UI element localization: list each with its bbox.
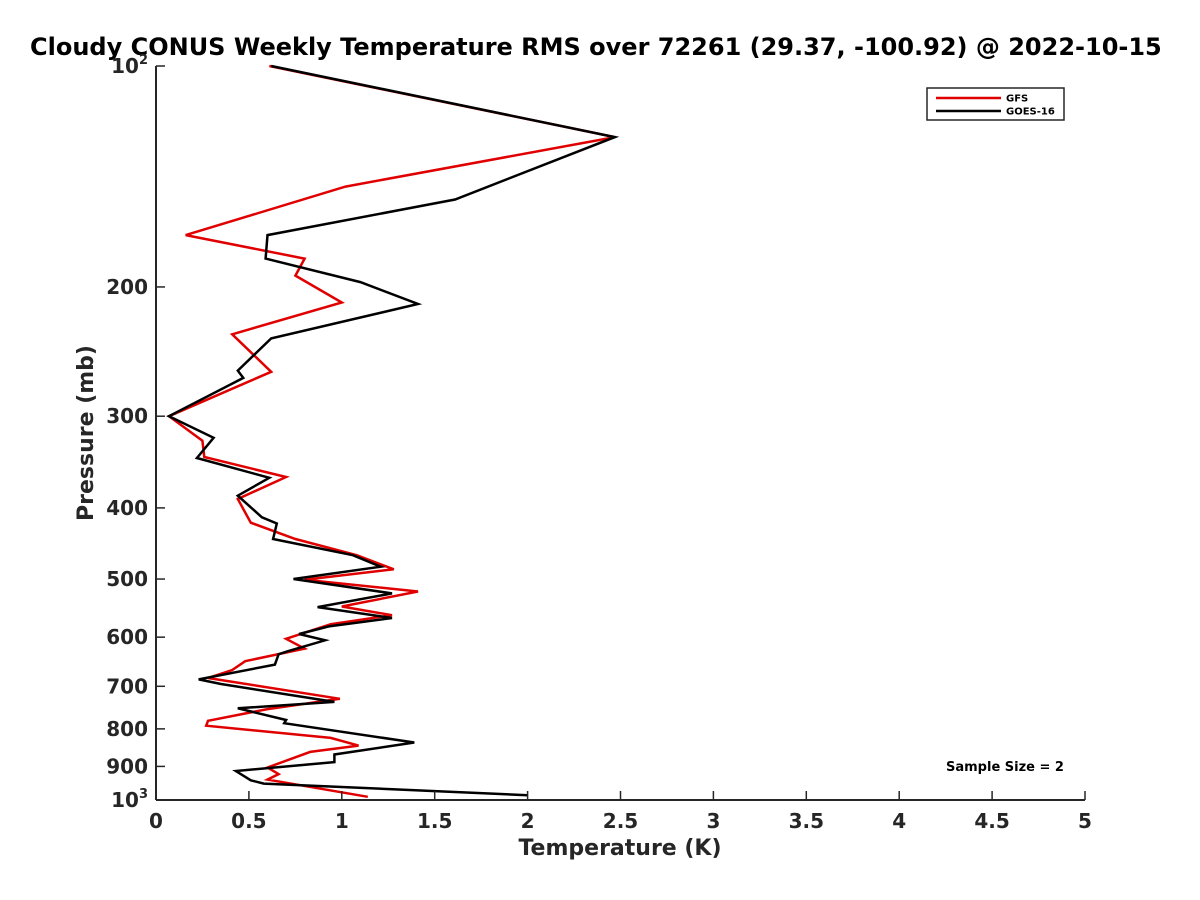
x-tick-label: 1 xyxy=(335,809,349,833)
legend-label-gfs: GFS xyxy=(1006,94,1028,105)
chart-title: Cloudy CONUS Weekly Temperature RMS over… xyxy=(30,33,1162,61)
y-tick-label: 200 xyxy=(106,275,148,299)
x-ticks: 0 0.5 1 1.5 2 2.5 3 3.5 4 4.5 5 xyxy=(149,791,1092,833)
y-tick-label: 300 xyxy=(106,404,148,428)
x-tick-label: 0.5 xyxy=(231,809,266,833)
x-tick-label: 3 xyxy=(706,809,720,833)
x-axis-label: Temperature (K) xyxy=(518,836,721,861)
x-tick-label: 0 xyxy=(149,809,163,833)
y-tick-label: 500 xyxy=(106,567,148,591)
y-tick-label: 102 xyxy=(111,53,148,78)
x-tick-label: 5 xyxy=(1078,809,1092,833)
legend-box xyxy=(926,87,1065,121)
legend-label-goes16: GOES-16 xyxy=(1006,107,1055,118)
x-tick-label: 2 xyxy=(521,809,535,833)
y-tick-label: 600 xyxy=(106,625,148,649)
y-ticks: 102 200 300 400 500 600 700 800 900 103 xyxy=(106,53,165,812)
x-tick-label: 3.5 xyxy=(789,809,824,833)
series-layer xyxy=(166,64,620,799)
series-line-gfs xyxy=(166,64,616,799)
y-tick-label: 700 xyxy=(106,674,148,698)
y-tick-label: 800 xyxy=(106,717,148,741)
y-tick-label: 400 xyxy=(106,496,148,520)
sample-size-annotation: Sample Size = 2 xyxy=(946,760,1064,775)
x-tick-label: 4.5 xyxy=(974,809,1009,833)
x-tick-label: 4 xyxy=(892,809,906,833)
x-tick-label: 1.5 xyxy=(417,809,452,833)
axes-layer xyxy=(155,66,1085,801)
y-tick-label: 900 xyxy=(106,754,148,778)
x-tick-label: 2.5 xyxy=(603,809,638,833)
legend: GFS GOES-16 xyxy=(926,87,1065,121)
y-axis-label: Pressure (mb) xyxy=(74,345,99,521)
series-line-goes16 xyxy=(166,64,620,797)
y-tick-label: 103 xyxy=(111,787,148,812)
